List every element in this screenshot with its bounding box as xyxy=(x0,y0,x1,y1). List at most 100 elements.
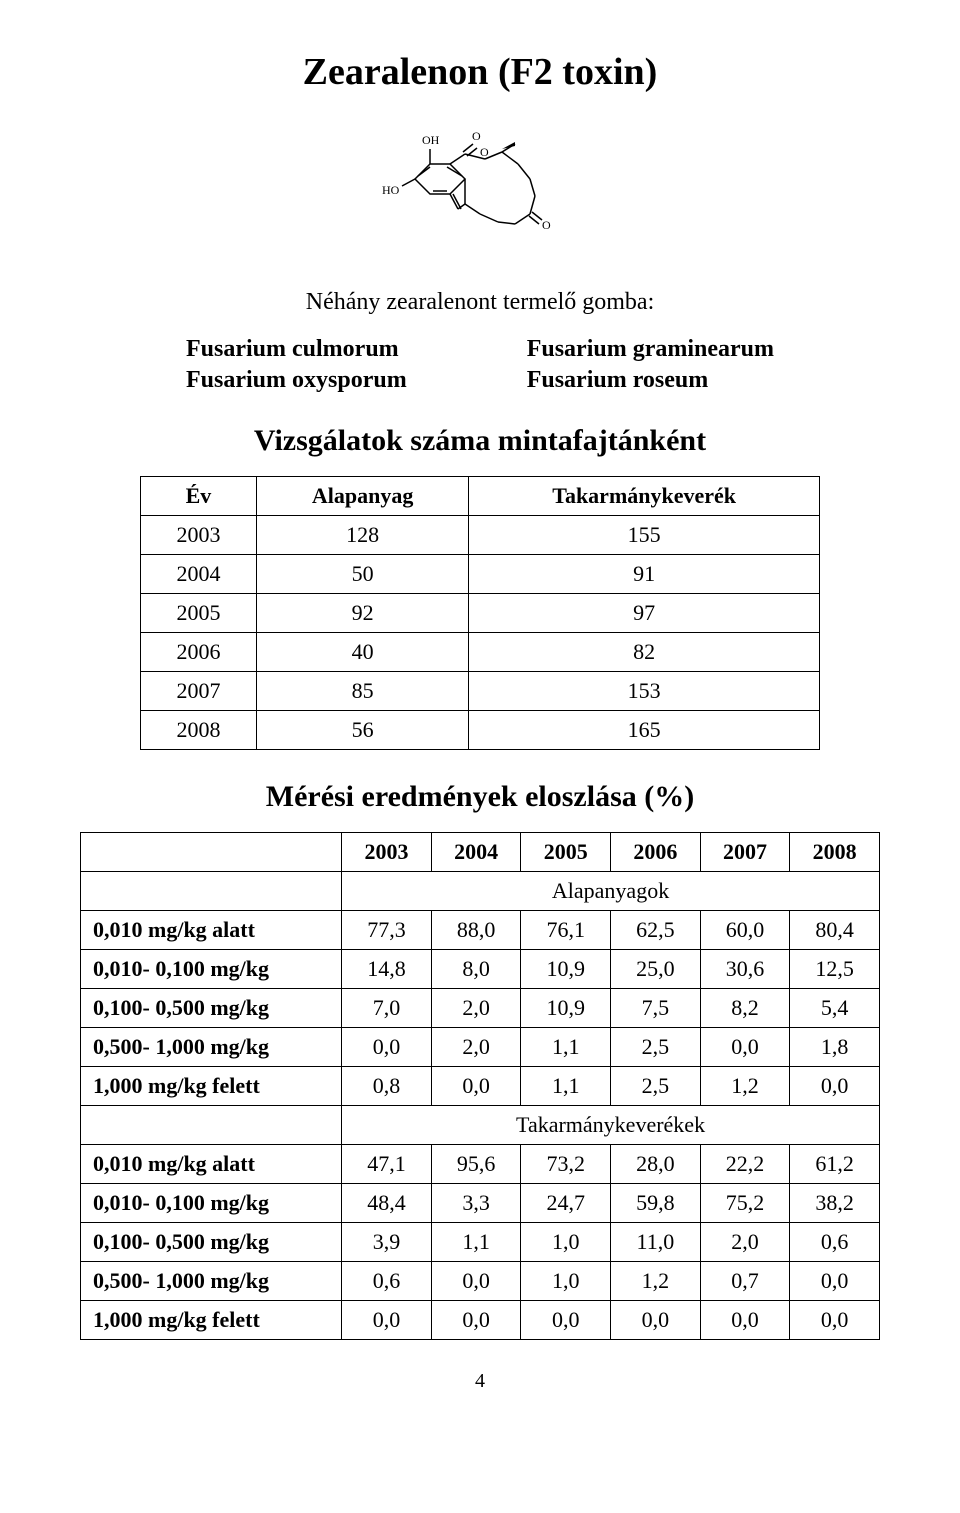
group-label-row: Alapanyagok xyxy=(81,872,880,911)
table-cell: 0,0 xyxy=(790,1262,880,1301)
label-o3: O xyxy=(542,218,551,232)
table-cell: 82 xyxy=(469,633,820,672)
molecule-structure: OH HO O O O xyxy=(80,124,880,259)
table-cell: 24,7 xyxy=(521,1184,611,1223)
table-row: 1,000 mg/kg felett0,00,00,00,00,00,0 xyxy=(81,1301,880,1340)
table-row: 200785153 xyxy=(141,672,820,711)
table-row: 2003128155 xyxy=(141,516,820,555)
row-label: 0,010 mg/kg alatt xyxy=(81,911,342,950)
table-cell: 38,2 xyxy=(790,1184,880,1223)
table-cell: 2,0 xyxy=(700,1223,790,1262)
table-cell xyxy=(81,872,342,911)
table-cell: 91 xyxy=(469,555,820,594)
table-cell: 1,0 xyxy=(521,1223,611,1262)
section2-heading: Mérési eredmények eloszlása (%) xyxy=(80,780,880,814)
table-cell: 1,1 xyxy=(521,1067,611,1106)
table-cell: 1,8 xyxy=(790,1028,880,1067)
table-cell: 2,5 xyxy=(611,1067,701,1106)
table-cell: 0,0 xyxy=(611,1301,701,1340)
table-cell: 59,8 xyxy=(611,1184,701,1223)
page-number: 4 xyxy=(80,1370,880,1393)
table-cell: 1,1 xyxy=(431,1223,521,1262)
table-cell: 0,0 xyxy=(431,1262,521,1301)
table-row: 0,100- 0,500 mg/kg7,02,010,97,58,25,4 xyxy=(81,989,880,1028)
table-cell: 7,0 xyxy=(342,989,432,1028)
table-cell: 48,4 xyxy=(342,1184,432,1223)
row-label: 0,010- 0,100 mg/kg xyxy=(81,950,342,989)
table-cell: 97 xyxy=(469,594,820,633)
table-cell: 56 xyxy=(256,711,468,750)
col-2007: 2007 xyxy=(700,833,790,872)
label-ho: HO xyxy=(382,183,400,197)
table-cell: 92 xyxy=(256,594,468,633)
col-alapanyag: Alapanyag xyxy=(256,477,468,516)
fungus-name: Fusarium graminearum xyxy=(527,336,774,363)
table-cell: 0,0 xyxy=(342,1028,432,1067)
table-cell: 2004 xyxy=(141,555,257,594)
table-row: 1,000 mg/kg felett0,80,01,12,51,20,0 xyxy=(81,1067,880,1106)
table-cell: 128 xyxy=(256,516,468,555)
col-2004: 2004 xyxy=(431,833,521,872)
table-cell: 14,8 xyxy=(342,950,432,989)
row-label: 0,010- 0,100 mg/kg xyxy=(81,1184,342,1223)
table-cell: 0,8 xyxy=(342,1067,432,1106)
table-cell: 12,5 xyxy=(790,950,880,989)
table-cell xyxy=(81,1106,342,1145)
table-samples: Év Alapanyag Takarmánykeverék 2003128155… xyxy=(140,476,820,750)
section1-heading: Vizsgálatok száma mintafajtánként xyxy=(80,424,880,458)
fungi-right-col: Fusarium graminearum Fusarium roseum xyxy=(527,336,774,394)
group-label-row: Takarmánykeverékek xyxy=(81,1106,880,1145)
table-row: 0,010- 0,100 mg/kg14,88,010,925,030,612,… xyxy=(81,950,880,989)
table-cell: 76,1 xyxy=(521,911,611,950)
table-row: 200856165 xyxy=(141,711,820,750)
fungi-subtitle: Néhány zearalenont termelő gomba: xyxy=(80,289,880,316)
table-row: 0,010 mg/kg alatt77,388,076,162,560,080,… xyxy=(81,911,880,950)
table-cell: 0,0 xyxy=(700,1301,790,1340)
table-cell: 2,5 xyxy=(611,1028,701,1067)
label-o1: O xyxy=(472,129,481,143)
table-cell: 0,6 xyxy=(790,1223,880,1262)
col-takarmanykeverek: Takarmánykeverék xyxy=(469,477,820,516)
col-2008: 2008 xyxy=(790,833,880,872)
row-label: 1,000 mg/kg felett xyxy=(81,1067,342,1106)
table-cell: 153 xyxy=(469,672,820,711)
group-label: Takarmánykeverékek xyxy=(342,1106,880,1145)
table-cell: 165 xyxy=(469,711,820,750)
table-cell: 73,2 xyxy=(521,1145,611,1184)
table-cell: 2003 xyxy=(141,516,257,555)
table-cell: 77,3 xyxy=(342,911,432,950)
row-label: 0,500- 1,000 mg/kg xyxy=(81,1262,342,1301)
table-cell: 2006 xyxy=(141,633,257,672)
col-blank xyxy=(81,833,342,872)
table-cell: 155 xyxy=(469,516,820,555)
table-cell: 0,6 xyxy=(342,1262,432,1301)
row-label: 0,500- 1,000 mg/kg xyxy=(81,1028,342,1067)
table-cell: 0,0 xyxy=(431,1067,521,1106)
table-distribution: 2003 2004 2005 2006 2007 2008 Alapanyago… xyxy=(80,832,880,1340)
fungus-name: Fusarium culmorum xyxy=(186,336,407,363)
table-cell: 60,0 xyxy=(700,911,790,950)
table-cell: 47,1 xyxy=(342,1145,432,1184)
table-cell: 0,0 xyxy=(700,1028,790,1067)
label-o2: O xyxy=(480,145,489,159)
col-year: Év xyxy=(141,477,257,516)
table-cell: 8,0 xyxy=(431,950,521,989)
table-cell: 61,2 xyxy=(790,1145,880,1184)
table-cell: 0,0 xyxy=(790,1301,880,1340)
table-row: 0,500- 1,000 mg/kg0,60,01,01,20,70,0 xyxy=(81,1262,880,1301)
col-2003: 2003 xyxy=(342,833,432,872)
table-cell: 3,9 xyxy=(342,1223,432,1262)
table-row: 20059297 xyxy=(141,594,820,633)
table-cell: 75,2 xyxy=(700,1184,790,1223)
table-cell: 8,2 xyxy=(700,989,790,1028)
table-cell: 0,0 xyxy=(521,1301,611,1340)
table-cell: 25,0 xyxy=(611,950,701,989)
table-row: 0,010- 0,100 mg/kg48,43,324,759,875,238,… xyxy=(81,1184,880,1223)
table-cell: 2,0 xyxy=(431,989,521,1028)
group-label: Alapanyagok xyxy=(342,872,880,911)
fungi-list: Fusarium culmorum Fusarium oxysporum Fus… xyxy=(80,336,880,394)
table-cell: 1,0 xyxy=(521,1262,611,1301)
table-cell: 7,5 xyxy=(611,989,701,1028)
row-label: 0,100- 0,500 mg/kg xyxy=(81,989,342,1028)
table-cell: 1,2 xyxy=(611,1262,701,1301)
